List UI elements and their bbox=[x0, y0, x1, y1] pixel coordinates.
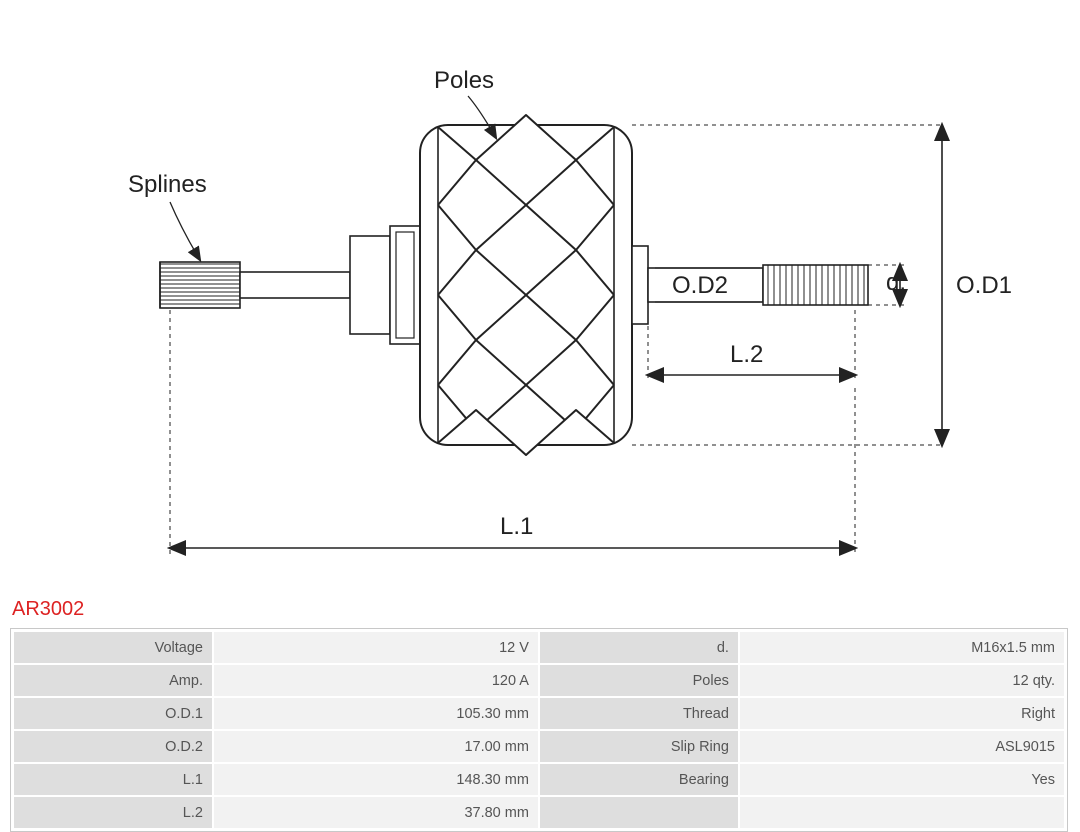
label-splines: Splines bbox=[128, 171, 207, 198]
spec-label: L.2 bbox=[14, 797, 212, 828]
spec-value: Yes bbox=[740, 764, 1064, 795]
technical-diagram: Poles Splines O.D1 d. O.D2 L.2 L.1 bbox=[10, 10, 1070, 585]
spec-table: Voltage 12 V d. M16x1.5 mm Amp. 120 A Po… bbox=[10, 628, 1068, 832]
spec-label: Poles bbox=[540, 665, 738, 696]
table-row: L.1 148.30 mm Bearing Yes bbox=[14, 764, 1064, 795]
table-row: O.D.2 17.00 mm Slip Ring ASL9015 bbox=[14, 731, 1064, 762]
spec-value: Right bbox=[740, 698, 1064, 729]
dim-l1: L.1 bbox=[500, 513, 533, 540]
dim-d: d. bbox=[886, 269, 906, 296]
spec-label: L.1 bbox=[14, 764, 212, 795]
spec-value: 120 A bbox=[214, 665, 538, 696]
table-row: Voltage 12 V d. M16x1.5 mm bbox=[14, 632, 1064, 663]
table-row: O.D.1 105.30 mm Thread Right bbox=[14, 698, 1064, 729]
spec-label bbox=[540, 797, 738, 828]
dim-od1: O.D1 bbox=[956, 272, 1012, 299]
spec-label: Amp. bbox=[14, 665, 212, 696]
spec-label: O.D.2 bbox=[14, 731, 212, 762]
spec-value: 105.30 mm bbox=[214, 698, 538, 729]
spec-value: 17.00 mm bbox=[214, 731, 538, 762]
spec-label: Voltage bbox=[14, 632, 212, 663]
spec-label: Thread bbox=[540, 698, 738, 729]
spec-label: O.D.1 bbox=[14, 698, 212, 729]
dim-od2: O.D2 bbox=[672, 272, 728, 299]
spec-value bbox=[740, 797, 1064, 828]
table-row: Amp. 120 A Poles 12 qty. bbox=[14, 665, 1064, 696]
spec-value: M16x1.5 mm bbox=[740, 632, 1064, 663]
spec-value: ASL9015 bbox=[740, 731, 1064, 762]
spec-label: Slip Ring bbox=[540, 731, 738, 762]
dim-l2: L.2 bbox=[730, 341, 763, 368]
spec-label: Bearing bbox=[540, 764, 738, 795]
spec-value: 12 qty. bbox=[740, 665, 1064, 696]
label-poles: Poles bbox=[434, 67, 494, 94]
spec-value: 37.80 mm bbox=[214, 797, 538, 828]
spec-value: 148.30 mm bbox=[214, 764, 538, 795]
table-row: L.2 37.80 mm bbox=[14, 797, 1064, 828]
spec-label: d. bbox=[540, 632, 738, 663]
spec-value: 12 V bbox=[214, 632, 538, 663]
part-number-title: AR3002 bbox=[12, 598, 84, 621]
